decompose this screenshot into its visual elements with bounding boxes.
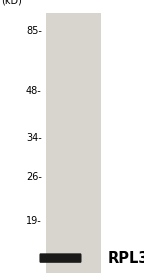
Text: RPL36: RPL36 bbox=[108, 251, 144, 266]
Text: (kD): (kD) bbox=[1, 0, 22, 6]
Text: 48-: 48- bbox=[26, 86, 42, 96]
Text: 19-: 19- bbox=[26, 216, 42, 226]
FancyBboxPatch shape bbox=[39, 253, 82, 263]
Text: 85-: 85- bbox=[26, 26, 42, 36]
Text: 26-: 26- bbox=[26, 172, 42, 182]
Text: 34-: 34- bbox=[26, 133, 42, 143]
FancyBboxPatch shape bbox=[46, 13, 101, 273]
